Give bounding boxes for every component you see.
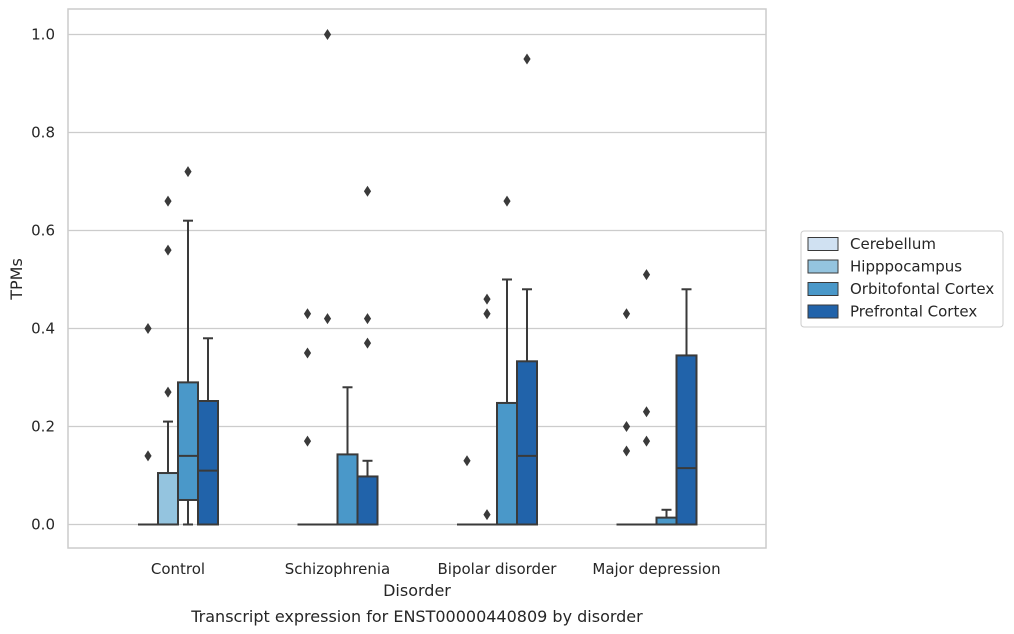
y-tick-label: 1.0: [31, 25, 55, 43]
y-tick-label: 0.0: [31, 515, 55, 533]
outlier-point: [503, 195, 511, 207]
box-group: [636, 269, 657, 526]
legend-label: Hipppocampus: [850, 258, 962, 276]
x-axis-label: Disorder: [383, 581, 451, 600]
y-tick-label: 0.2: [31, 417, 55, 435]
outlier-point: [164, 386, 172, 398]
outlier-point: [642, 269, 651, 281]
y-tick-labels: 0.0 0.2 0.4 0.6 0.8 1.0: [31, 25, 55, 533]
outlier-point: [144, 450, 152, 462]
outlier-point: [323, 313, 332, 325]
box-iqr: [177, 381, 199, 501]
y-tick-label: 0.4: [31, 319, 55, 337]
outlier-point: [483, 308, 491, 320]
outlier-point: [164, 244, 172, 256]
x-tick-label: Control: [151, 560, 205, 578]
box-group: [356, 185, 379, 526]
legend-swatch: [807, 237, 839, 251]
outlier-point: [303, 435, 312, 447]
plot-frame: [67, 8, 767, 549]
outlier-point: [622, 445, 631, 457]
box-iqr: [496, 401, 518, 526]
box-iqr: [197, 400, 219, 526]
box-marks: [138, 28, 698, 526]
outlier-point: [363, 313, 372, 325]
box-group: [297, 308, 318, 526]
box-group: [157, 195, 179, 526]
x-tick-label: Major depression: [592, 560, 720, 578]
outlier-point: [642, 406, 651, 418]
box-group: [675, 288, 698, 526]
chart-caption: Transcript expression for ENST0000044080…: [190, 607, 643, 626]
outlier-point: [164, 195, 172, 207]
legend-swatch: [807, 304, 839, 319]
outlier-point: [144, 322, 152, 334]
outlier-point: [642, 435, 651, 447]
x-tick-label: Schizophrenia: [285, 560, 390, 578]
box-iqr: [157, 472, 179, 526]
legend-label: Prefrontal Cortex: [850, 303, 977, 321]
outlier-point: [622, 420, 631, 432]
legend-frame: [800, 230, 1004, 328]
box-iqr: [356, 475, 379, 526]
y-tick-label: 0.6: [31, 221, 55, 239]
box-group: [197, 337, 219, 526]
outlier-point: [622, 308, 631, 320]
outlier-point: [303, 347, 312, 359]
x-tick-labels: Control Schizophrenia Bipolar disorder Majo…: [151, 560, 721, 578]
y-axis-label: TPMs: [7, 258, 26, 301]
outlier-point: [483, 509, 491, 521]
box-group: [457, 455, 477, 526]
legend-swatch: [807, 282, 839, 296]
legend-swatch: [807, 259, 839, 274]
box-group: [177, 166, 199, 526]
box-group: [138, 322, 158, 526]
box-iqr: [675, 354, 698, 526]
box-group: [516, 53, 538, 526]
x-tick-label: Bipolar disorder: [438, 560, 558, 578]
y-tick-label: 0.8: [31, 123, 55, 141]
box-iqr: [336, 453, 359, 526]
box-group: [616, 308, 637, 526]
plot-background: [68, 9, 766, 548]
legend: Cerebellum Hipppocampus Orbitofontal Corte…: [800, 230, 1004, 328]
outlier-point: [323, 28, 332, 40]
legend-label: Cerebellum: [850, 235, 936, 253]
box-iqr: [516, 360, 538, 526]
outlier-point: [363, 337, 372, 349]
outlier-point: [184, 166, 192, 178]
legend-label: Orbitofontal Cortex: [850, 280, 994, 298]
outlier-point: [463, 455, 471, 467]
box-group: [317, 28, 338, 526]
box-group: [477, 293, 497, 526]
outlier-point: [483, 293, 491, 305]
outlier-point: [363, 185, 372, 197]
box-iqr: [655, 516, 678, 526]
outlier-point: [523, 53, 531, 65]
outlier-point: [303, 308, 312, 320]
